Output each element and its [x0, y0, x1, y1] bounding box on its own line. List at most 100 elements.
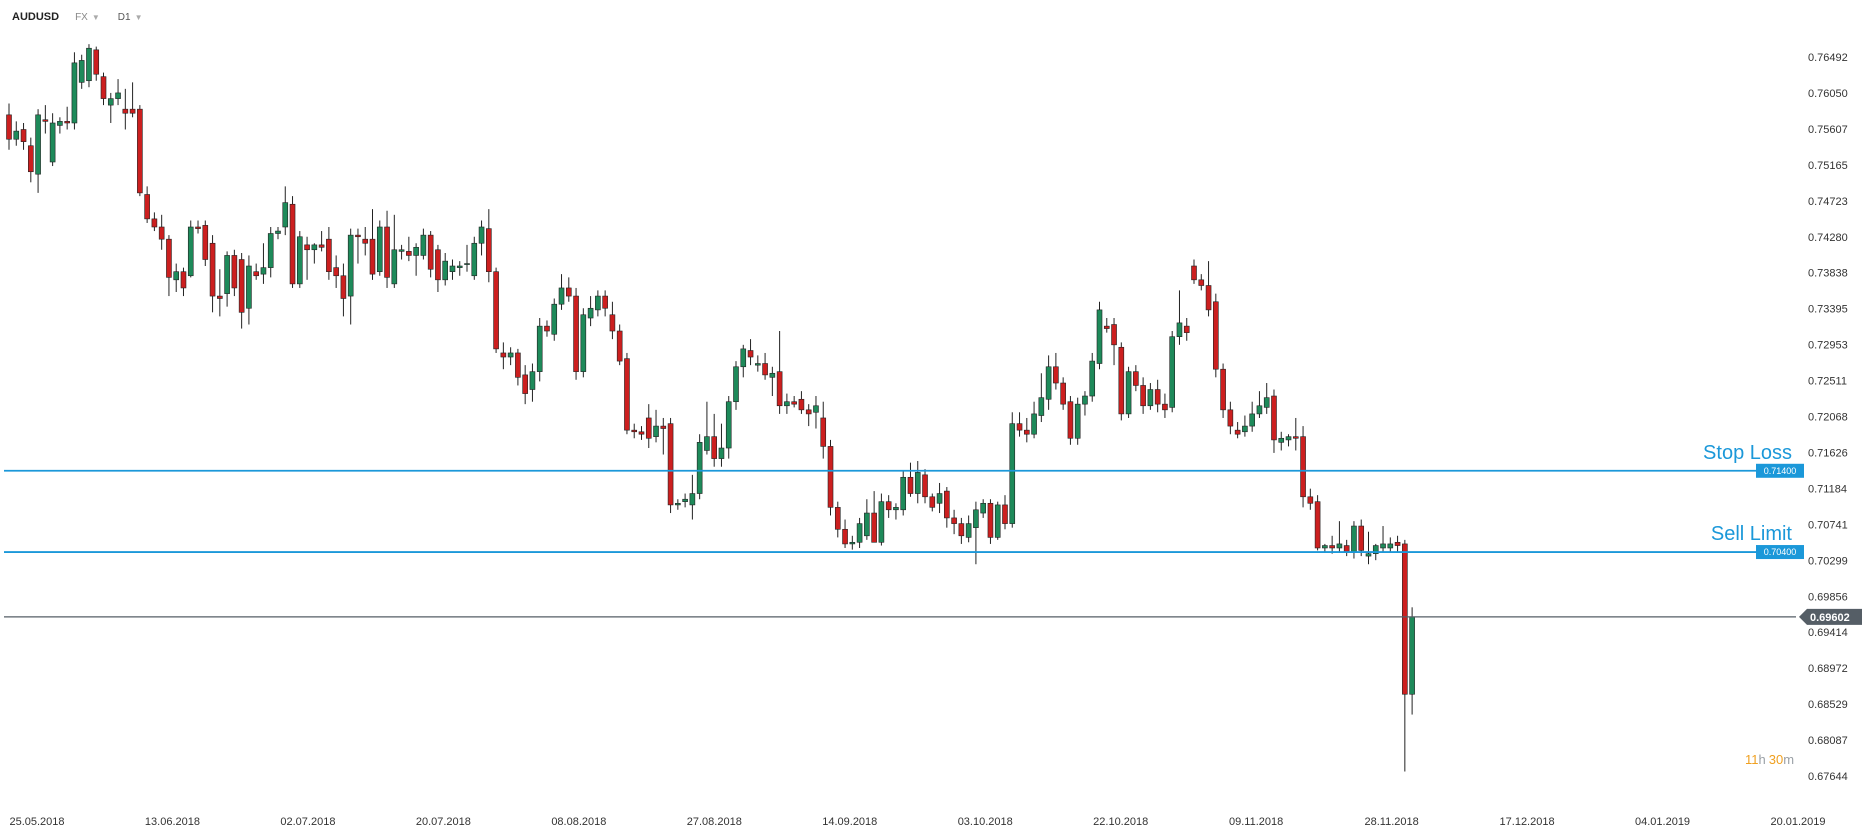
candle	[435, 244, 441, 293]
market-label: FX	[75, 11, 88, 23]
y-tick-label: 0.73838	[1808, 268, 1848, 280]
level-price-tag	[1756, 545, 1804, 560]
candle-body	[238, 259, 245, 313]
candle	[885, 495, 892, 518]
candle	[246, 255, 252, 325]
candle-body	[6, 114, 12, 140]
candle	[493, 267, 499, 353]
candle-body	[994, 504, 1001, 538]
candle-body	[1329, 545, 1335, 549]
market-selector[interactable]: FX ▼	[75, 12, 100, 23]
candle	[86, 44, 92, 88]
candle-body	[885, 501, 892, 511]
candle-body	[725, 401, 732, 449]
candle-body	[1220, 368, 1226, 411]
candle	[856, 517, 863, 548]
x-tick-label: 20.01.2019	[1770, 816, 1825, 828]
candle	[660, 417, 667, 455]
candle	[733, 361, 739, 410]
candle-body	[500, 352, 507, 358]
candle	[1292, 417, 1299, 451]
candle-body	[834, 507, 841, 530]
candle-body	[740, 348, 747, 368]
candle-body	[813, 405, 819, 413]
candle-body	[187, 226, 194, 277]
candle	[35, 109, 41, 193]
candle	[595, 290, 601, 317]
last-price-tag	[1799, 608, 1862, 625]
y-tick-label: 0.68087	[1808, 735, 1848, 747]
timeframe-selector[interactable]: D1 ▼	[118, 12, 143, 23]
candle-body	[384, 226, 390, 278]
candle	[129, 82, 136, 118]
candle-body	[842, 528, 848, 545]
candle	[1074, 397, 1081, 445]
candle-body	[864, 512, 870, 537]
symbol-label: AUDUSD	[12, 11, 60, 23]
candle	[675, 499, 681, 510]
candle	[936, 482, 943, 514]
candle	[442, 253, 449, 286]
candle-body	[951, 517, 957, 524]
price-axis[interactable]: 0.76492 0.76050 0.75607 0.75165 0.74723 0.742…	[1808, 52, 1848, 783]
candle-body	[1082, 395, 1088, 405]
candle	[565, 277, 572, 302]
candle	[929, 493, 936, 512]
timer-minutes-unit: m	[1783, 752, 1794, 767]
candle	[507, 347, 514, 366]
x-tick-label: 13.06.2018	[145, 816, 200, 828]
candle	[1242, 415, 1248, 437]
candle-body	[333, 267, 339, 277]
candle-body	[311, 244, 318, 251]
candle-body	[1154, 389, 1161, 405]
candle	[813, 396, 819, 429]
order-level[interactable]: Stop Loss 0.71400	[4, 442, 1804, 478]
candle-body	[900, 476, 907, 511]
candle-body	[922, 474, 928, 498]
candle-body	[820, 417, 827, 447]
candle	[616, 324, 623, 366]
order-levels: Stop Loss 0.71400 Sell Limit 0.70400 0.69602	[4, 442, 1862, 625]
timer-hours: 11	[1745, 752, 1759, 767]
candle-body	[1133, 371, 1139, 386]
candle-body	[551, 303, 558, 335]
y-tick-label: 0.69414	[1808, 627, 1848, 639]
candle	[202, 220, 209, 267]
candle	[1125, 366, 1132, 418]
candle-body	[122, 108, 129, 114]
candle	[609, 301, 616, 340]
candle-body	[798, 398, 805, 411]
candle-body	[1336, 543, 1343, 549]
y-tick-label: 0.75607	[1808, 124, 1848, 136]
candle	[1024, 417, 1030, 443]
candle	[1387, 537, 1394, 553]
candle-body	[769, 372, 776, 378]
candle	[362, 226, 369, 256]
y-tick-label: 0.68972	[1808, 663, 1848, 675]
candle-body	[420, 234, 427, 256]
candle-body	[115, 92, 121, 99]
y-tick-label: 0.74723	[1808, 196, 1848, 208]
candle-body	[1198, 279, 1205, 286]
candle	[267, 226, 274, 278]
candle-body	[536, 325, 543, 372]
candle	[1409, 607, 1415, 715]
candle-body	[878, 501, 885, 543]
candle-body	[1024, 429, 1030, 435]
candle-body	[871, 512, 877, 543]
candle	[1220, 363, 1226, 418]
candle-body	[100, 76, 107, 99]
y-tick-label: 0.69856	[1808, 591, 1848, 603]
order-level[interactable]: Sell Limit 0.70400	[4, 523, 1804, 560]
candle	[1111, 318, 1117, 366]
candle	[180, 267, 187, 297]
y-tick-label: 0.70299	[1808, 555, 1848, 567]
time-axis[interactable]: 25.05.2018 13.06.2018 02.07.2018 20.07.2018…	[9, 816, 1825, 828]
candle-body	[944, 490, 950, 519]
candle-body	[289, 203, 296, 285]
candle	[1154, 379, 1161, 413]
candle-body	[907, 476, 914, 494]
candle-body	[565, 287, 572, 297]
candle-body	[158, 226, 165, 240]
